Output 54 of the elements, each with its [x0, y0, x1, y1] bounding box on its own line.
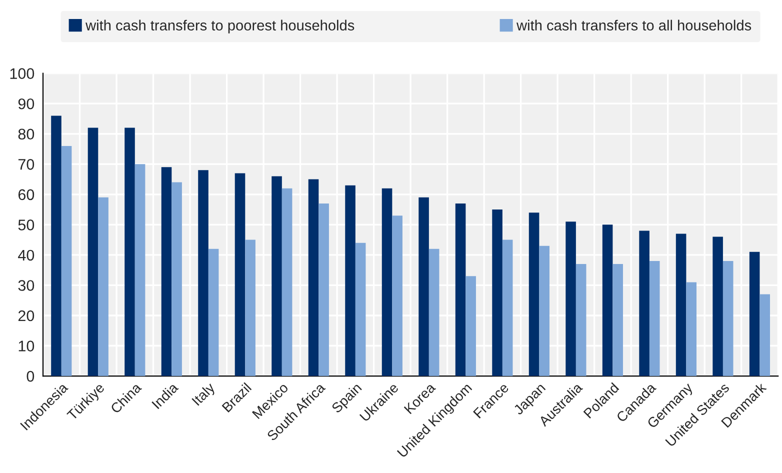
bar	[722, 261, 734, 376]
bar	[198, 170, 208, 376]
bar	[686, 282, 696, 376]
bar	[272, 176, 282, 376]
bar	[61, 146, 72, 376]
y-tick-label: 100	[10, 68, 34, 79]
bar	[455, 203, 466, 376]
bar	[418, 197, 429, 376]
y-tick-label: 20	[18, 310, 34, 322]
bar	[208, 248, 219, 376]
y-tick-label: 30	[18, 280, 34, 291]
bar	[345, 185, 356, 376]
y-tick-label: 90	[18, 98, 34, 110]
bar	[161, 167, 172, 376]
bar	[98, 197, 108, 376]
bar	[676, 234, 686, 376]
y-tick-label: 80	[18, 128, 34, 140]
y-tick-label: 70	[18, 159, 34, 170]
bar	[649, 261, 660, 376]
bar	[712, 236, 723, 376]
bar	[502, 240, 513, 376]
legend-label: with cash transfers to all households	[516, 20, 752, 31]
legend-label: with cash transfers to poorest households	[86, 20, 354, 34]
y-tick-label: 40	[18, 250, 34, 261]
bar	[318, 203, 329, 376]
bar	[382, 188, 392, 376]
bar	[282, 188, 292, 376]
bar	[172, 182, 182, 376]
bar	[308, 179, 319, 376]
bar	[528, 212, 540, 376]
bar	[355, 242, 366, 376]
x-tick-label: Italy	[191, 382, 218, 408]
y-tick-label: 60	[18, 189, 34, 200]
bar	[749, 252, 760, 376]
bar	[134, 164, 146, 376]
bar	[639, 230, 650, 376]
bar	[124, 128, 135, 376]
bar	[428, 248, 440, 376]
y-tick-label: 0	[26, 370, 34, 382]
bar	[245, 240, 256, 376]
bar	[51, 116, 62, 376]
y-tick-label: 10	[18, 340, 34, 352]
bar	[88, 128, 98, 376]
bar	[539, 246, 550, 376]
bar	[602, 224, 613, 376]
bar	[492, 210, 502, 376]
bar	[612, 264, 623, 376]
bar	[576, 264, 586, 376]
bar	[392, 216, 402, 376]
y-tick-label: 50	[18, 220, 34, 230]
bar	[760, 294, 770, 376]
bar	[566, 222, 576, 376]
bar	[466, 276, 476, 376]
bar	[234, 173, 246, 376]
